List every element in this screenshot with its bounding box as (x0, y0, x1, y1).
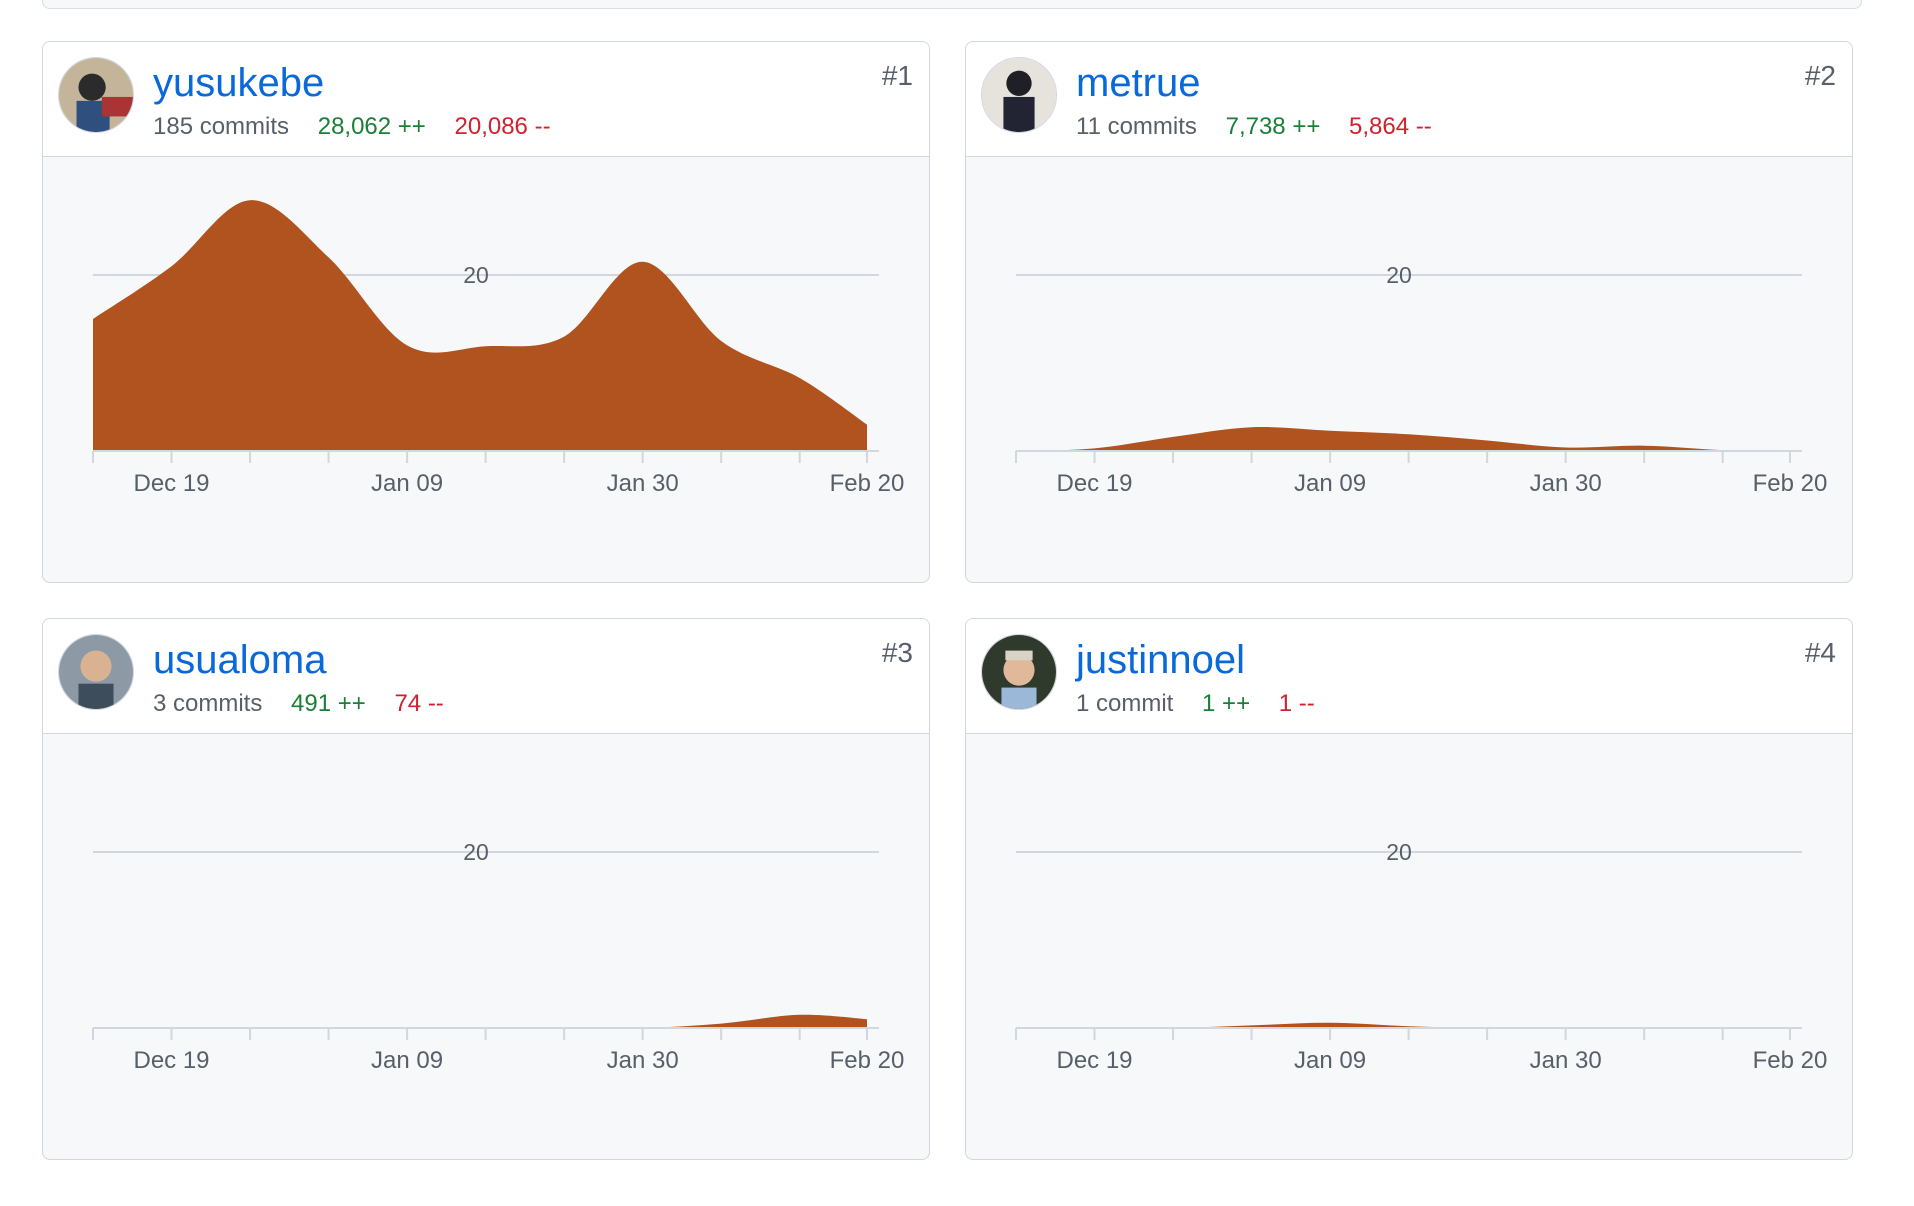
x-tick-label: Dec 19 (133, 1047, 209, 1074)
contributor-card: justinnoel 1 commit 1 ++ 1 -- #4 20 Dec 1… (965, 618, 1853, 1160)
avatar-photo-icon[interactable] (58, 57, 134, 133)
contributions-area-chart: 20 Dec 19 Jan 09 Jan 30 Feb 20 (92, 839, 905, 1074)
commit-count[interactable]: 185 commits (153, 113, 290, 140)
x-tick-label: Feb 20 (830, 1047, 905, 1074)
contributions-area-chart: 20 Dec 19 Jan 09 Jan 30 Feb 20 (1015, 262, 1828, 497)
x-tick-label: Jan 30 (1530, 1047, 1602, 1074)
contribution-stats: 185 commits 28,062 ++ 20,086 -- (153, 112, 573, 142)
x-tick-label: Dec 19 (1056, 1047, 1132, 1074)
commit-count[interactable]: 1 commit (1076, 690, 1174, 717)
x-tick-label: Jan 09 (1294, 470, 1366, 497)
avatar-photo-icon[interactable] (58, 634, 134, 710)
deletions-count: 20,086 -- (454, 113, 551, 140)
card-header: justinnoel 1 commit 1 ++ 1 -- #4 (966, 619, 1852, 734)
contribution-stats: 1 commit 1 ++ 1 -- (1076, 689, 1337, 719)
x-tick-label: Jan 30 (1530, 470, 1602, 497)
gridline-label: 20 (463, 262, 489, 288)
commit-count[interactable]: 11 commits (1076, 113, 1197, 140)
contributor-card: usualoma 3 commits 491 ++ 74 -- #3 20 Dec… (42, 618, 930, 1160)
x-tick-label: Dec 19 (1056, 470, 1132, 497)
x-tick-label: Jan 30 (607, 470, 679, 497)
rank-label: #1 (881, 60, 913, 91)
x-tick-label: Dec 19 (133, 470, 209, 497)
x-tick-label: Feb 20 (1753, 1047, 1828, 1074)
username-link[interactable]: usualoma (153, 638, 327, 682)
deletions-count: 1 -- (1278, 690, 1315, 717)
x-tick-label: Jan 09 (371, 470, 443, 497)
x-tick-label: Jan 30 (607, 1047, 679, 1074)
username-link[interactable]: justinnoel (1076, 638, 1246, 682)
gridline-label: 20 (1386, 839, 1412, 865)
x-tick-label: Feb 20 (1753, 470, 1828, 497)
additions-count: 1 ++ (1202, 690, 1251, 717)
card-header: usualoma 3 commits 491 ++ 74 -- #3 (43, 619, 929, 734)
contribution-stats: 3 commits 491 ++ 74 -- (153, 689, 466, 719)
x-tick-label: Jan 09 (1294, 1047, 1366, 1074)
additions-count: 28,062 ++ (317, 113, 426, 140)
avatar-photo-icon[interactable] (981, 634, 1057, 710)
username-link[interactable]: metrue (1076, 61, 1201, 105)
commit-count[interactable]: 3 commits (153, 690, 263, 717)
gridline-label: 20 (1386, 262, 1412, 288)
card-header: metrue 11 commits 7,738 ++ 5,864 -- #2 (966, 42, 1852, 157)
username-link[interactable]: yusukebe (153, 61, 325, 105)
rank-label: #4 (1804, 637, 1836, 668)
contributor-card: metrue 11 commits 7,738 ++ 5,864 -- #2 2… (965, 41, 1853, 583)
avatar-photo-icon[interactable] (981, 57, 1057, 133)
additions-count: 7,738 ++ (1225, 113, 1321, 140)
deletions-count: 5,864 -- (1349, 113, 1432, 140)
contribution-area (1016, 427, 1790, 451)
contribution-area (93, 200, 867, 451)
contribution-area (93, 1014, 867, 1028)
contribution-stats: 11 commits 7,738 ++ 5,864 -- (1076, 112, 1454, 142)
contributions-area-chart: 20 Dec 19 Jan 09 Jan 30 Feb 20 (1015, 839, 1828, 1074)
gridline-label: 20 (463, 839, 489, 865)
rank-label: #3 (881, 637, 913, 668)
contributions-area-chart: 20 Dec 19 Jan 09 Jan 30 Feb 20 (92, 200, 905, 497)
rank-label: #2 (1804, 60, 1836, 91)
x-tick-label: Feb 20 (830, 470, 905, 497)
additions-count: 491 ++ (291, 690, 366, 717)
previous-panel-edge (42, 0, 1862, 9)
card-header: yusukebe 185 commits 28,062 ++ 20,086 --… (43, 42, 929, 157)
contribution-area (1016, 1022, 1790, 1028)
deletions-count: 74 -- (394, 690, 444, 717)
x-tick-label: Jan 09 (371, 1047, 443, 1074)
contributor-card: yusukebe 185 commits 28,062 ++ 20,086 --… (42, 41, 930, 583)
